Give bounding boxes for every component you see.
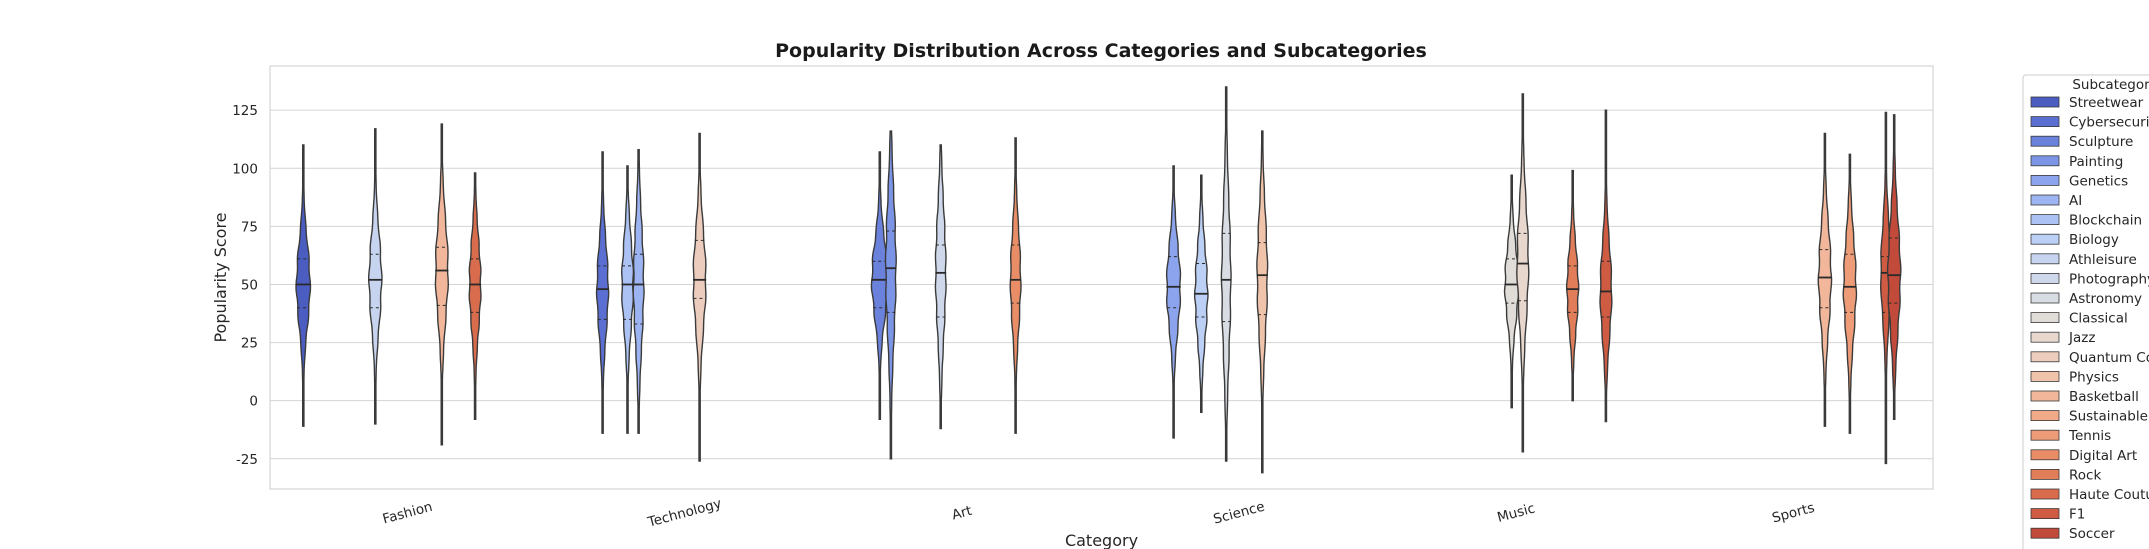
legend-swatch (2030, 194, 2060, 206)
legend-entry: Cybersecurity (2069, 115, 2149, 131)
legend-entry: Painting (2069, 154, 2123, 170)
legend-swatch (2030, 449, 2060, 461)
violin (368, 128, 383, 425)
legend-swatch (2030, 135, 2060, 147)
violin (595, 151, 610, 434)
legend-entry: Digital Art (2069, 448, 2137, 464)
legend-swatch (2030, 488, 2060, 500)
violin (1817, 132, 1833, 427)
legend-entry: Basketball (2069, 389, 2139, 405)
x-axis-ticks: Fashion Technology Art Science Music Sports (381, 496, 1816, 531)
x-tick-label: Art (950, 503, 974, 524)
violin (620, 165, 635, 434)
plot-area (269, 65, 1934, 490)
legend-swatch (2030, 214, 2060, 226)
y-axis-label: Popularity Score (211, 212, 230, 342)
legend-entry: Genetics (2069, 173, 2128, 189)
legend-entry: Tennis (2068, 428, 2111, 444)
legend-swatch (2030, 410, 2060, 422)
legend-swatch (2030, 96, 2060, 108)
violin (1256, 130, 1269, 474)
violin (1565, 169, 1580, 402)
x-tick-label: Music (1496, 500, 1537, 525)
legend-entry: F1 (2069, 507, 2085, 523)
x-tick-label: Science (1212, 499, 1267, 528)
x-tick-label: Fashion (381, 499, 434, 528)
legend-entry: Photography (2069, 271, 2149, 287)
violin (632, 148, 645, 434)
legend-title: Subcategory (2072, 77, 2149, 93)
legend-swatch (2030, 174, 2060, 186)
violin (295, 144, 312, 427)
legend-swatch (2030, 233, 2060, 245)
violin (1516, 93, 1530, 453)
legend-swatch (2030, 155, 2060, 167)
legend-entry: Streetwear (2069, 95, 2144, 111)
legend-swatch (2030, 527, 2060, 539)
violin (1220, 86, 1232, 462)
legend-entry: AI (2069, 193, 2082, 209)
chart-title: Popularity Distribution Across Categorie… (775, 40, 1427, 62)
legend-swatch (2030, 331, 2060, 343)
grid-lines (270, 109, 1933, 460)
violin (1503, 174, 1520, 409)
violin (1165, 165, 1182, 439)
x-tick-label: Technology (645, 496, 723, 531)
legend-entry: Quantum Co (2069, 350, 2149, 366)
legend-swatch (2030, 390, 2060, 402)
legend-entry: Haute Coutu (2069, 487, 2149, 503)
legend-swatch (2030, 312, 2060, 324)
legend-entry: Soccer (2069, 526, 2115, 542)
violin (1886, 114, 1902, 420)
legend-entry: Athleisure (2069, 252, 2137, 268)
legend-swatch (2030, 116, 2060, 127)
y-tick-label: 75 (241, 219, 258, 235)
x-tick-label: Sports (1770, 500, 1816, 527)
y-axis-ticks: -25 0 25 50 75 100 125 (232, 103, 258, 468)
legend-entry: Classical (2069, 311, 2128, 327)
violin (1842, 153, 1858, 434)
x-axis-label: Category (1065, 531, 1138, 549)
violin (692, 132, 707, 462)
legend-swatch (2030, 292, 2060, 304)
y-tick-label: 50 (241, 277, 258, 293)
violin (1879, 111, 1892, 465)
legend-swatch (2030, 253, 2060, 265)
y-tick-label: -25 (236, 452, 258, 468)
legend-swatch (2030, 351, 2060, 363)
legend-entry: Biology (2069, 232, 2119, 248)
legend-entry: Rock (2069, 467, 2101, 483)
legend-swatch (2030, 272, 2060, 284)
y-tick-label: 0 (249, 394, 258, 410)
y-tick-label: 25 (241, 336, 258, 352)
legend-entry: Jazz (2068, 330, 2095, 346)
violin (468, 172, 482, 420)
legend-swatch (2030, 468, 2060, 480)
violin (934, 144, 947, 430)
violin (870, 151, 889, 420)
legend-swatch (2030, 508, 2060, 520)
violin (434, 123, 450, 446)
violin (1599, 109, 1613, 423)
legend-entry: Sculpture (2069, 134, 2133, 150)
legend: Subcategory Streetwear Cybersecurity Sculp… (2022, 74, 2149, 549)
violin (1009, 137, 1022, 434)
y-tick-label: 100 (232, 161, 258, 177)
y-tick-label: 125 (232, 103, 258, 119)
violins (295, 86, 1902, 474)
legend-entry: Blockchain (2069, 213, 2142, 229)
legend-entry: Astronomy (2069, 291, 2142, 307)
legend-swatch (2030, 370, 2060, 382)
violin (884, 130, 897, 460)
legend-entry: Physics (2069, 369, 2119, 385)
legend-swatch (2030, 429, 2060, 441)
legend-entry: Sustainable (2069, 409, 2148, 425)
